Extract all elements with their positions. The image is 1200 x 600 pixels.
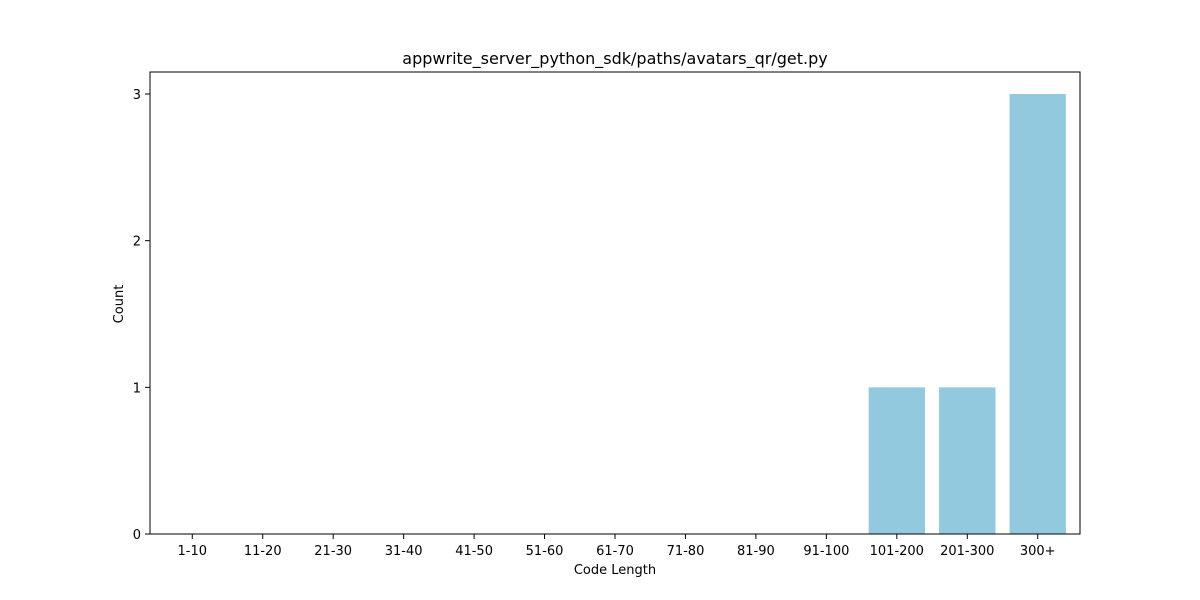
y-tick-label: 2 bbox=[133, 235, 141, 250]
x-tick-label: 51-60 bbox=[526, 544, 564, 559]
plot-frame bbox=[149, 71, 1081, 535]
x-tick-label: 91-100 bbox=[803, 544, 849, 559]
x-tick-label: 101-200 bbox=[870, 544, 924, 559]
bar-201-300 bbox=[939, 387, 996, 534]
bar-300+ bbox=[1009, 94, 1066, 534]
y-tick-label: 3 bbox=[133, 88, 141, 103]
axes-layer: 1-10 11-20 21-30 31-40 41-50 51-60 61-70 71-80 8… bbox=[133, 88, 1056, 559]
bars-layer bbox=[868, 94, 1066, 534]
y-tick-label: 1 bbox=[133, 381, 141, 396]
x-tick-label: 300+ bbox=[1020, 544, 1056, 559]
y-tick-label: 0 bbox=[133, 528, 141, 543]
chart-title: appwrite_server_python_sdk/paths/avatars… bbox=[402, 49, 827, 69]
x-tick-label: 41-50 bbox=[455, 544, 493, 559]
x-tick-label: 61-70 bbox=[596, 544, 634, 559]
x-tick-label: 21-30 bbox=[314, 544, 352, 559]
x-tick-label: 81-90 bbox=[737, 544, 775, 559]
x-tick-label: 31-40 bbox=[385, 544, 423, 559]
x-tick-label: 1-10 bbox=[178, 544, 208, 559]
x-tick-label: 11-20 bbox=[244, 544, 282, 559]
x-axis-label: Code Length bbox=[574, 563, 656, 578]
x-tick-label: 201-300 bbox=[940, 544, 994, 559]
x-tick-label: 71-80 bbox=[667, 544, 705, 559]
bar-101-200 bbox=[868, 387, 925, 534]
y-axis-label: Count bbox=[112, 285, 127, 324]
